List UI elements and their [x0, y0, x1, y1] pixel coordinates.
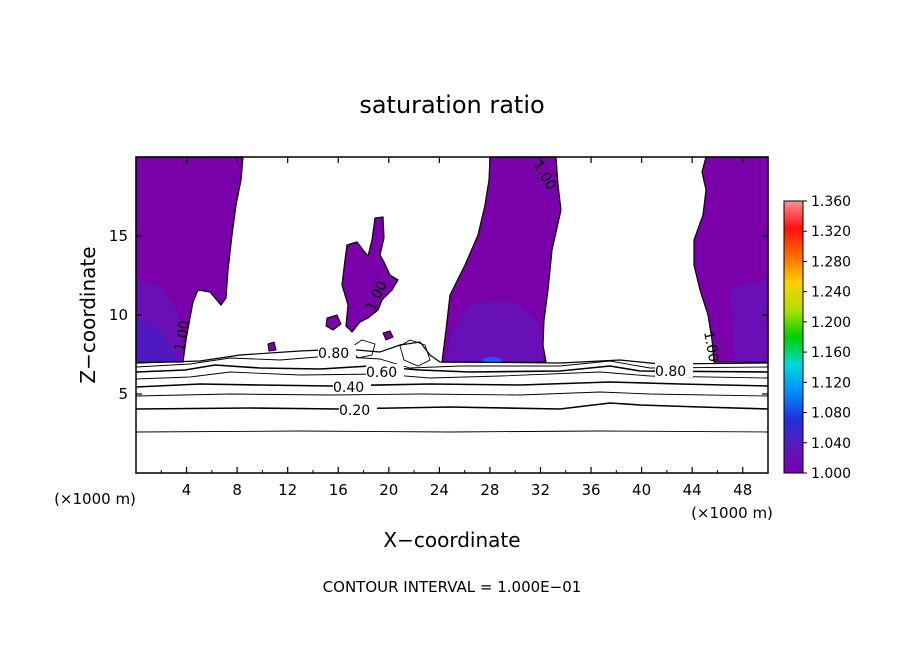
- colorbar-tick-label: 1.080: [811, 406, 851, 422]
- colorbar-ticks: 1.000 1.040 1.080 1.120 1.160 1.200 1.240 1.280…: [803, 194, 851, 482]
- colorbar-gradient: [783, 200, 804, 474]
- x-tick-label: 44: [683, 481, 702, 499]
- contour-line: [349, 339, 376, 359]
- colorbar-tick-label: 1.120: [811, 375, 851, 391]
- x-tick-label: 24: [430, 481, 449, 499]
- contour-label: 0.60: [366, 365, 397, 381]
- supersat-core-right: [730, 280, 768, 362]
- colorbar-tick-label: 1.040: [811, 436, 851, 452]
- contour-line: [399, 339, 431, 367]
- supersat-core-center-right: [446, 300, 543, 362]
- supersat-blob-3: [382, 330, 394, 341]
- x-axis-title: X−coordinate: [383, 528, 520, 552]
- x-tick-label: 4: [182, 481, 192, 499]
- x-tick-label: 8: [232, 481, 242, 499]
- contour-labels: 0.80 0.60 0.40 0.20 0.80 1.00 1.00 1.00 …: [172, 158, 721, 419]
- colorbar-tick-label: 1.360: [811, 194, 851, 210]
- x-tick-label: 28: [480, 481, 499, 499]
- contour-line: [135, 371, 769, 380]
- x-tick-label: 20: [379, 481, 398, 499]
- contour-interval-note: CONTOUR INTERVAL = 1.000E−01: [323, 578, 582, 596]
- colorbar-tick-label: 1.320: [811, 224, 851, 240]
- supersat-region-center: [341, 216, 399, 333]
- chart-title: saturation ratio: [359, 91, 544, 119]
- y-tick-label: 5: [118, 385, 128, 403]
- z-unit-label: (×1000 m): [54, 490, 136, 508]
- contour-label: 0.20: [339, 403, 370, 419]
- supersat-blob-1: [325, 314, 342, 331]
- x-unit-label: (×1000 m): [691, 504, 773, 522]
- y-axis-title: Z−coordinate: [76, 246, 100, 383]
- x-tick-label: 32: [531, 481, 550, 499]
- x-tick-label: 16: [329, 481, 348, 499]
- contour-label: 1.00: [700, 330, 721, 363]
- contour-line: [135, 381, 769, 388]
- colorbar-tick-label: 1.240: [811, 285, 851, 301]
- contour-label: 0.80: [655, 364, 686, 380]
- x-tick-label: 12: [278, 481, 297, 499]
- supersat-blob-2: [267, 341, 277, 352]
- colorbar-tick-label: 1.200: [811, 315, 851, 331]
- colorbar: 1.000 1.040 1.080 1.120 1.160 1.200 1.240 1.280…: [783, 194, 851, 482]
- contour-line: [135, 391, 769, 397]
- contour-label: 0.80: [318, 346, 349, 362]
- colorbar-tick-label: 1.280: [811, 254, 851, 270]
- contour-label: 0.40: [333, 380, 364, 396]
- contour-line: [135, 355, 769, 369]
- x-tick-label: 36: [581, 481, 600, 499]
- y-tick-label: 15: [109, 227, 128, 245]
- x-tick-label: 48: [733, 481, 752, 499]
- colorbar-tick-label: 1.000: [811, 466, 851, 482]
- plot-area: 0.80 0.60 0.40 0.20 0.80 1.00 1.00 1.00 …: [109, 156, 769, 499]
- contour-line: [135, 341, 769, 365]
- contour-lines: [135, 339, 769, 433]
- x-axis-ticks: 4 8 12 16 20 24 28 32 36 40 44 48: [160, 157, 752, 499]
- contour-label: 1.00: [172, 319, 193, 352]
- contour-line: [135, 430, 769, 433]
- x-tick-label: 40: [632, 481, 651, 499]
- supersat-core-left-deep: [136, 320, 176, 362]
- y-tick-label: 10: [109, 306, 128, 324]
- contour-line: [135, 402, 769, 410]
- y-axis-ticks: 5 10 15: [109, 227, 768, 403]
- supersat-peak-center-right: [482, 357, 502, 363]
- colorbar-tick-label: 1.160: [811, 345, 851, 361]
